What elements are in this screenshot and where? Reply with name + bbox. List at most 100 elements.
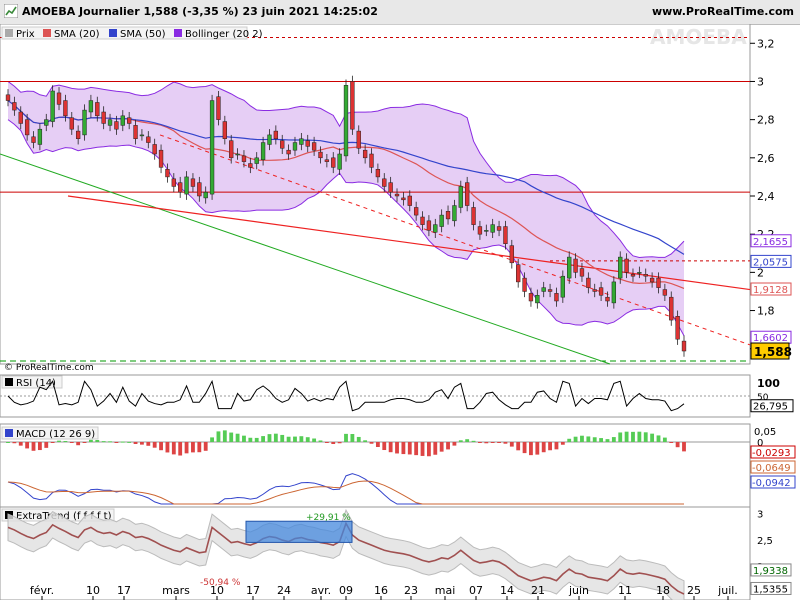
candle	[522, 272, 527, 298]
candle	[458, 180, 463, 214]
candlesticks	[5, 75, 687, 357]
macd-hist-bar	[375, 442, 380, 448]
bb-lower-tag: 1,6602	[753, 333, 788, 344]
candle	[388, 176, 393, 198]
macd-hist-bar	[229, 432, 234, 442]
candle-body	[630, 274, 636, 277]
candle	[311, 136, 317, 156]
candle-body	[95, 102, 100, 117]
chart-header: AMOEBA Journalier 1,588 (-3,35 %) 23 jui…	[0, 0, 800, 25]
candle	[165, 163, 170, 183]
macd-hist-bar	[331, 442, 336, 445]
macd-hist-bar	[650, 433, 655, 442]
macd-hist-bar	[152, 442, 157, 448]
candle	[318, 146, 323, 164]
x-axis: févr. 10 17 mars 10 17 24 avr. 09 16 23 mai 07 14 21 ju…	[30, 584, 738, 600]
candle-body	[18, 111, 23, 124]
macd-hist-bar	[369, 442, 374, 444]
x-tick-label: 18	[656, 584, 670, 597]
macd-hist-bar	[57, 440, 61, 442]
candle-body	[120, 115, 125, 126]
candle	[560, 270, 565, 303]
candle	[69, 112, 74, 135]
candle	[273, 125, 279, 145]
candle-body	[133, 125, 138, 139]
macd-line-value-box	[750, 475, 796, 489]
x-tick-label: 21	[531, 584, 545, 597]
candle	[465, 176, 470, 212]
candle-body	[56, 92, 62, 105]
candle-body	[75, 130, 81, 139]
x-tick-label: juil.	[717, 584, 738, 597]
candle	[178, 176, 183, 198]
candle	[471, 201, 476, 231]
candle-body	[178, 182, 183, 193]
macd-hist-bar	[50, 442, 55, 443]
candle-body	[382, 178, 387, 187]
x-tick-label: mai	[435, 584, 456, 597]
candle	[139, 129, 145, 141]
candle-body	[439, 214, 444, 227]
candle-body	[203, 191, 208, 199]
candle-body	[490, 224, 495, 233]
chart-area[interactable]: AMOEBA 3,232,82,62,42,221,81,6 2,16552,0…	[0, 24, 800, 600]
candle	[567, 251, 572, 284]
trend-lines	[0, 134, 751, 365]
macd-hist-bar	[12, 442, 17, 444]
rsi-legend-box	[1, 375, 63, 389]
candle-body	[184, 176, 189, 195]
macd-hist-bar	[586, 436, 591, 442]
macd-hist-bar	[573, 436, 578, 442]
x-tick-label: 25	[687, 584, 701, 597]
candle	[573, 253, 578, 279]
candle-body	[503, 226, 508, 244]
x-tick-label: 10	[210, 584, 224, 597]
x-tick-label: 07	[469, 584, 483, 597]
candle	[681, 335, 687, 357]
candle-body	[605, 296, 610, 302]
candle	[605, 291, 610, 307]
candle-body	[375, 169, 381, 178]
macd-hist-bar	[203, 442, 208, 451]
extratrend-gain-label: +29,91 %	[306, 513, 351, 523]
macd-hist-bar	[165, 442, 170, 453]
macd-hist-bar	[337, 442, 342, 444]
bollinger-swatch	[174, 29, 182, 37]
candle	[248, 157, 253, 174]
macd-hist-bar	[324, 442, 329, 443]
candle	[496, 220, 502, 237]
macd-hist-bar	[280, 434, 285, 442]
candle-body	[88, 100, 94, 113]
macd-hist-bar	[478, 442, 482, 443]
legend-bollinger: Bollinger (20 2)	[185, 29, 263, 40]
candle	[127, 112, 132, 130]
candle	[662, 283, 668, 301]
candle-body	[292, 142, 298, 151]
candle-body	[248, 163, 253, 168]
candle	[598, 281, 604, 301]
macd-hist-bar	[643, 432, 648, 442]
candle	[152, 138, 157, 160]
macd-hist-bar	[318, 440, 323, 442]
x-tick-label: 09	[339, 584, 353, 597]
bb-upper-tag: 2,1655	[753, 237, 788, 248]
macd-indicator: MACD (12 26 9) 0,050-0,0293 -0,0649 -0,0942	[0, 426, 796, 505]
candle-body	[44, 119, 49, 126]
candle-body	[24, 119, 30, 136]
x-tick-label: 17	[246, 584, 260, 597]
macd-hist-bar	[631, 431, 635, 442]
site-link[interactable]: www.ProRealTime.com	[651, 5, 794, 18]
candle-body	[139, 134, 145, 137]
candle	[433, 218, 438, 238]
candle-body	[69, 117, 74, 130]
candle-body	[197, 182, 202, 197]
macd-hist-bar	[76, 442, 81, 446]
candle-body	[433, 224, 438, 233]
rsi-tick-100: 100	[757, 377, 780, 390]
macd-hist-bar	[25, 442, 30, 449]
candle	[95, 96, 100, 122]
candle	[50, 85, 55, 128]
chart-title: AMOEBA Journalier 1,588 (-3,35 %) 23 jui…	[22, 5, 378, 18]
candle-body	[50, 90, 55, 122]
candle	[362, 144, 368, 164]
